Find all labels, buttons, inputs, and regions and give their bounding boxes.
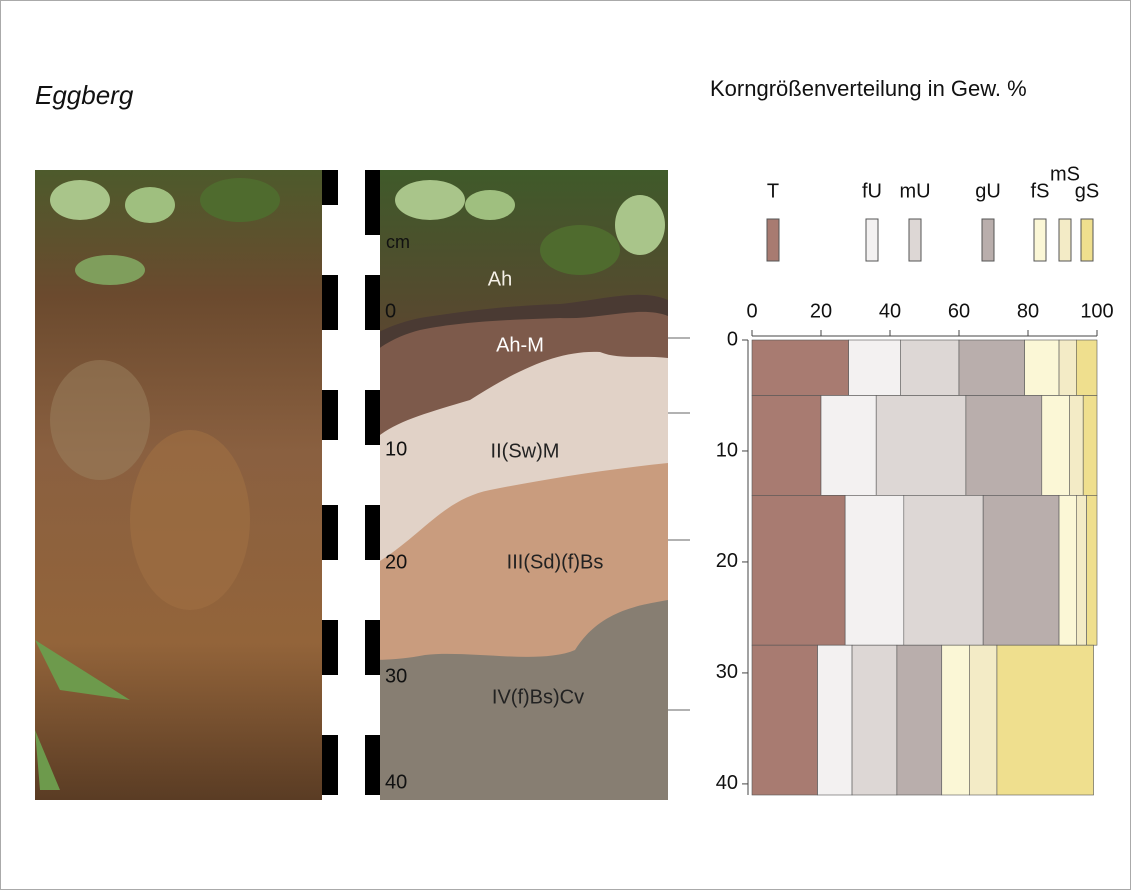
bar-segment xyxy=(958,339,1025,396)
chart-title: Korngrößenverteilung in Gew. % xyxy=(710,76,1027,101)
legend-label: gS xyxy=(1075,180,1099,202)
x-tick-label: 0 xyxy=(746,300,757,322)
x-tick-label: 80 xyxy=(1017,300,1039,322)
horizon-diagram xyxy=(365,170,668,800)
horizon-label: IV(f)Bs)Cv xyxy=(492,686,584,708)
bar-segment xyxy=(820,395,877,496)
bar-segment xyxy=(941,644,970,796)
bar-segment xyxy=(982,495,1060,646)
depth-label: 30 xyxy=(385,665,407,687)
bar-segment xyxy=(875,395,967,496)
legend-label: fS xyxy=(1031,180,1050,202)
scale-bar xyxy=(322,170,338,800)
y-tick-label: 0 xyxy=(727,328,738,350)
bar-segment xyxy=(751,495,846,646)
unit-label: cm xyxy=(386,232,410,252)
horizon-label: III(Sd)(f)Bs xyxy=(507,551,604,573)
legend-label: mU xyxy=(899,180,930,202)
legend-label: gU xyxy=(975,180,1001,202)
soil-photo xyxy=(35,170,338,800)
bar-segment xyxy=(969,644,998,796)
bar-segment xyxy=(1069,395,1084,496)
y-tick-label: 10 xyxy=(716,439,738,461)
bar-segment xyxy=(1058,495,1077,646)
bar-segment xyxy=(903,495,984,646)
legend-swatch xyxy=(1033,218,1047,262)
legend-swatch xyxy=(1080,218,1094,262)
bar-segment xyxy=(1058,339,1077,396)
bar-segment xyxy=(1086,495,1098,646)
x-tick-label: 100 xyxy=(1080,300,1113,322)
bar-segment xyxy=(1076,339,1098,396)
bar-segment xyxy=(844,495,905,646)
bar-segment xyxy=(900,339,960,396)
bar-segment xyxy=(996,644,1094,796)
legend-label: T xyxy=(767,180,779,202)
bar-segment xyxy=(1082,395,1098,496)
connectors xyxy=(668,337,690,711)
legend-swatch xyxy=(865,218,879,262)
x-tick-label: 60 xyxy=(948,300,970,322)
y-tick-label: 40 xyxy=(716,772,738,794)
legend-label: mS xyxy=(1050,163,1080,185)
legend-swatch xyxy=(908,218,922,262)
x-tick-label: 20 xyxy=(810,300,832,322)
depth-label: 10 xyxy=(385,438,407,460)
bar-segment xyxy=(751,339,849,396)
bar-segment xyxy=(848,339,901,396)
y-tick-label: 30 xyxy=(716,661,738,683)
site-title: Eggberg xyxy=(35,80,134,110)
y-tick-label: 20 xyxy=(716,550,738,572)
bar-segment xyxy=(896,644,943,796)
legend-swatch xyxy=(1058,218,1072,262)
bar-segment xyxy=(751,644,818,796)
bar-segment xyxy=(851,644,898,796)
depth-label: 20 xyxy=(385,551,407,573)
bar-segment xyxy=(965,395,1043,496)
bar-segment xyxy=(817,644,853,796)
legend-label: fU xyxy=(862,180,882,202)
bar-segment xyxy=(1041,395,1070,496)
bar-segment xyxy=(1076,495,1087,646)
bar-segment xyxy=(1024,339,1060,396)
bar-segment xyxy=(751,395,822,496)
horizon-label: Ah-M xyxy=(496,334,544,356)
x-tick-label: 40 xyxy=(879,300,901,322)
legend-swatch xyxy=(766,218,780,262)
horizon-label: Ah xyxy=(488,268,512,290)
depth-label: 0 xyxy=(385,300,396,322)
depth-label: 40 xyxy=(385,771,407,793)
legend-swatch xyxy=(981,218,995,262)
horizon-label: II(Sw)M xyxy=(491,440,560,462)
